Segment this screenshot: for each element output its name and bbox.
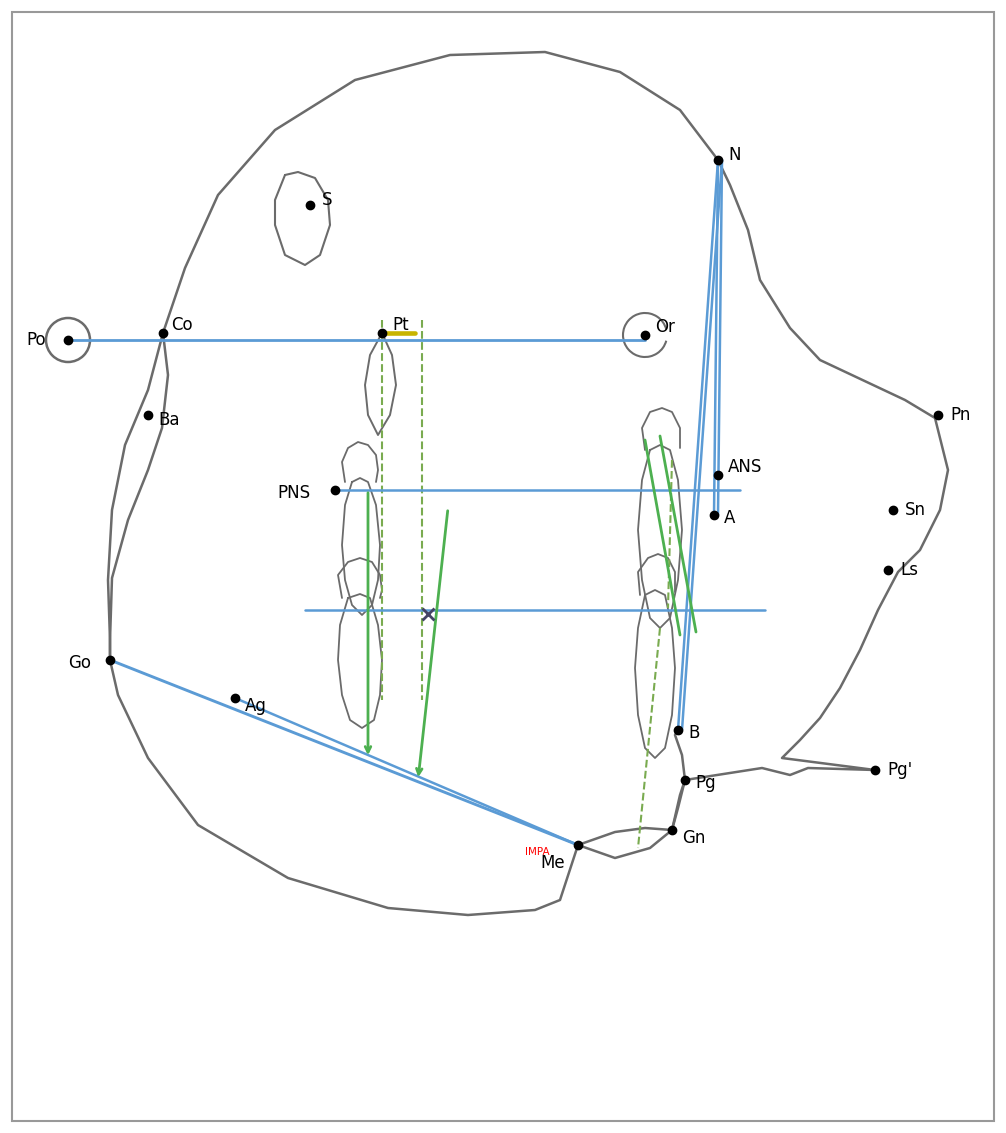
Text: Co: Co <box>171 316 192 334</box>
Text: PNS: PNS <box>277 484 310 502</box>
Text: Ls: Ls <box>900 561 918 579</box>
Text: Ba: Ba <box>158 411 179 429</box>
Text: Go: Go <box>68 654 91 672</box>
Text: Pn: Pn <box>950 406 971 424</box>
Text: Ag: Ag <box>245 697 267 715</box>
Text: S: S <box>322 191 333 208</box>
FancyBboxPatch shape <box>12 12 994 1121</box>
Text: ANS: ANS <box>728 458 763 476</box>
Text: Sn: Sn <box>905 501 926 519</box>
Text: IMPA: IMPA <box>525 847 549 857</box>
Text: Pg: Pg <box>695 774 715 792</box>
Text: Pg': Pg' <box>887 761 912 780</box>
Text: Po: Po <box>26 331 45 349</box>
Text: B: B <box>688 724 699 742</box>
Text: Me: Me <box>540 854 564 872</box>
Text: N: N <box>728 146 740 164</box>
Text: A: A <box>724 509 735 527</box>
Text: Gn: Gn <box>682 829 705 847</box>
Text: Pt: Pt <box>392 316 408 334</box>
Text: Or: Or <box>655 318 675 337</box>
